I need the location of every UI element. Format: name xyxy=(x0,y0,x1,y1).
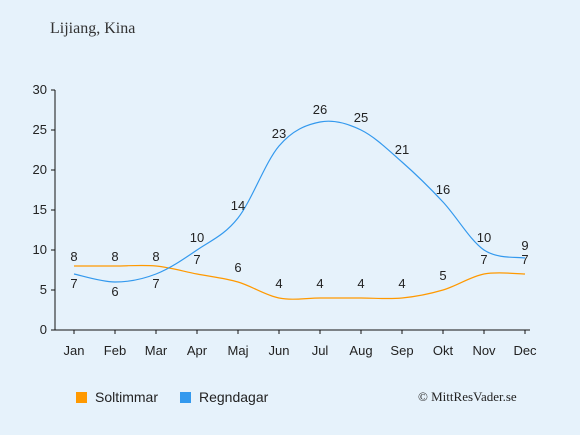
legend-swatch-soltimmar xyxy=(76,391,87,403)
legend-swatch-regndagar xyxy=(180,391,191,403)
x-tick-label: Jan xyxy=(64,343,85,358)
data-label-soltimmar: 4 xyxy=(357,276,364,291)
y-tick-label: 20 xyxy=(33,162,47,177)
y-tick-label: 10 xyxy=(33,242,47,257)
data-label-soltimmar: 7 xyxy=(521,252,528,267)
data-label-soltimmar: 7 xyxy=(480,252,487,267)
x-tick-label: Nov xyxy=(472,343,496,358)
data-label-regndagar: 9 xyxy=(521,238,528,253)
y-tick-label: 25 xyxy=(33,122,47,137)
x-tick-label: Aug xyxy=(349,343,372,358)
y-tick-label: 5 xyxy=(40,282,47,297)
series-line-regndagar xyxy=(73,120,526,283)
y-tick-label: 15 xyxy=(33,202,47,217)
data-label-regndagar: 26 xyxy=(313,102,327,117)
data-label-regndagar: 10 xyxy=(190,230,204,245)
x-tick-label: Sep xyxy=(390,343,413,358)
legend-label-regndagar: Regndagar xyxy=(199,389,269,405)
chart-area: 0 5 10 15 20 25 30 Jan Feb Mar Apr Maj Jun Jul Aug Sep O… xyxy=(33,82,538,358)
legend-regndagar: Regndagar xyxy=(180,389,268,405)
data-label-regndagar: 7 xyxy=(70,276,77,291)
data-label-regndagar: 10 xyxy=(477,230,491,245)
data-label-regndagar: 25 xyxy=(354,110,368,125)
data-label-regndagar: 23 xyxy=(272,126,286,141)
data-label-soltimmar: 8 xyxy=(111,249,118,264)
y-tick-label: 30 xyxy=(33,82,47,97)
data-label-regndagar: 7 xyxy=(152,276,159,291)
x-tick-label: Dec xyxy=(513,343,537,358)
data-label-soltimmar: 6 xyxy=(234,260,241,275)
data-label-soltimmar: 4 xyxy=(275,276,282,291)
data-label-soltimmar: 4 xyxy=(316,276,323,291)
legend-soltimmar: Soltimmar xyxy=(76,389,158,405)
data-label-soltimmar: 8 xyxy=(70,249,77,264)
y-tick-label: 0 xyxy=(40,322,47,337)
data-label-regndagar: 21 xyxy=(395,142,409,157)
copyright-text: © MittResVader.se xyxy=(418,389,517,404)
data-label-soltimmar: 7 xyxy=(193,252,200,267)
data-label-regndagar: 6 xyxy=(111,284,118,299)
x-tick-label: Jun xyxy=(269,343,290,358)
data-label-soltimmar: 8 xyxy=(152,249,159,264)
x-tick-label: Apr xyxy=(187,343,208,358)
chart-title: Lijiang, Kina xyxy=(50,20,136,37)
series-line-soltimmar xyxy=(74,264,526,300)
x-tick-label: Feb xyxy=(104,343,126,358)
data-label-soltimmar: 5 xyxy=(439,268,446,283)
data-label-regndagar: 16 xyxy=(436,182,450,197)
x-tick-label: Mar xyxy=(145,343,168,358)
legend-label-soltimmar: Soltimmar xyxy=(95,389,159,405)
data-label-soltimmar: 4 xyxy=(398,276,405,291)
x-tick-label: Okt xyxy=(433,343,454,358)
x-tick-label: Jul xyxy=(312,343,329,358)
data-label-regndagar: 14 xyxy=(231,198,245,213)
x-tick-label: Maj xyxy=(228,343,249,358)
